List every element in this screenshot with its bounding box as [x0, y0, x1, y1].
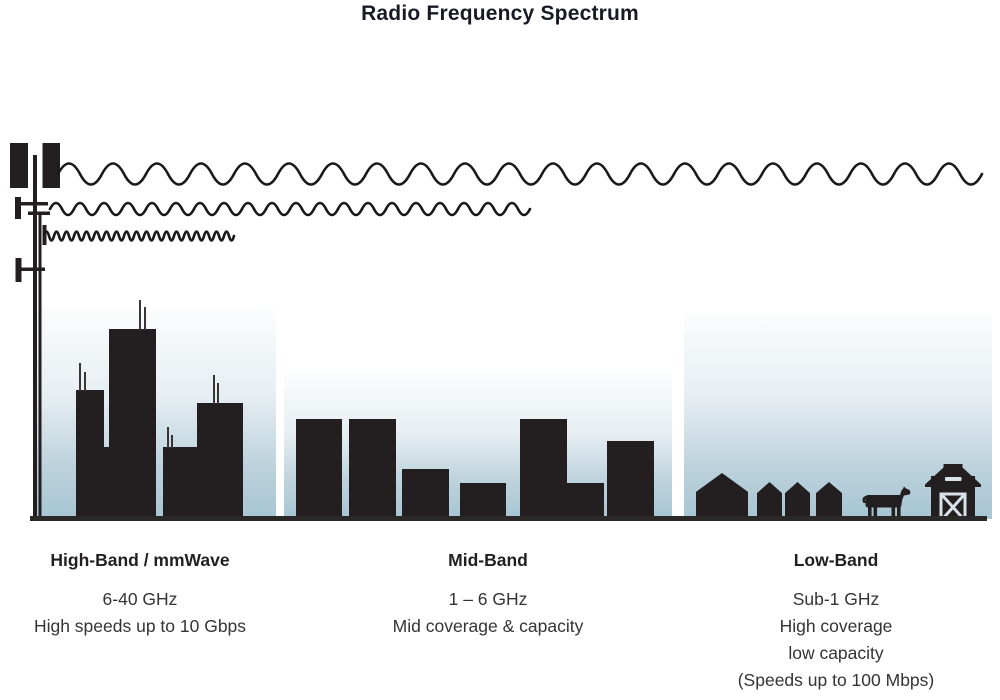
ground-line [30, 516, 987, 521]
rooftop-antenna-icon [84, 372, 86, 391]
band-detail-mid: Mid coverage & capacity [392, 616, 584, 636]
building [520, 419, 567, 519]
page-title: Radio Frequency Spectrum [361, 2, 639, 25]
low-band-label-group: Low-Band Sub-1 GHz High coverage low cap… [686, 550, 986, 694]
long-wavelength-wave-icon [56, 162, 984, 186]
rooftop-antenna-icon [217, 383, 219, 404]
band-detail-low: High coverage [779, 616, 893, 636]
band-detail-low: (Speeds up to 100 Mbps) [737, 670, 935, 690]
building [349, 419, 396, 519]
band-frequency-high: 6-40 GHz [102, 589, 178, 609]
band-name-low: Low-Band [793, 550, 879, 570]
rooftop-antenna-icon [171, 435, 173, 448]
band-detail-low: low capacity [788, 643, 884, 663]
skyscraper [163, 447, 200, 519]
barn-icon [925, 464, 981, 519]
building [567, 483, 604, 519]
band-frequency-low: Sub-1 GHz [792, 589, 880, 609]
high-band-label-group: High-Band / mmWave 6-40 GHz High speeds … [0, 550, 290, 640]
skyscraper [197, 403, 243, 519]
medium-wavelength-wave-icon [48, 201, 532, 217]
cell-tower-icon [10, 143, 60, 519]
building [607, 441, 654, 519]
short-wavelength-wave-icon [42, 230, 236, 242]
rooftop-antenna-icon [79, 363, 81, 391]
building [402, 469, 449, 519]
skyscraper [109, 329, 156, 519]
rooftop-antenna-icon [213, 375, 215, 404]
mid-band-label-group: Mid-Band 1 – 6 GHz Mid coverage & capaci… [338, 550, 638, 640]
band-name-mid: Mid-Band [448, 550, 528, 570]
band-frequency-mid: 1 – 6 GHz [448, 589, 528, 609]
rooftop-antenna-icon [139, 300, 141, 330]
cow-icon [862, 486, 911, 518]
building [296, 419, 342, 519]
rooftop-antenna-icon [167, 427, 169, 448]
skyscraper [76, 390, 104, 519]
band-detail-high: High speeds up to 10 Gbps [33, 616, 247, 636]
rooftop-antenna-icon [144, 307, 146, 330]
band-name-high: High-Band / mmWave [50, 550, 230, 570]
skyscraper [104, 447, 110, 519]
building [460, 483, 506, 519]
